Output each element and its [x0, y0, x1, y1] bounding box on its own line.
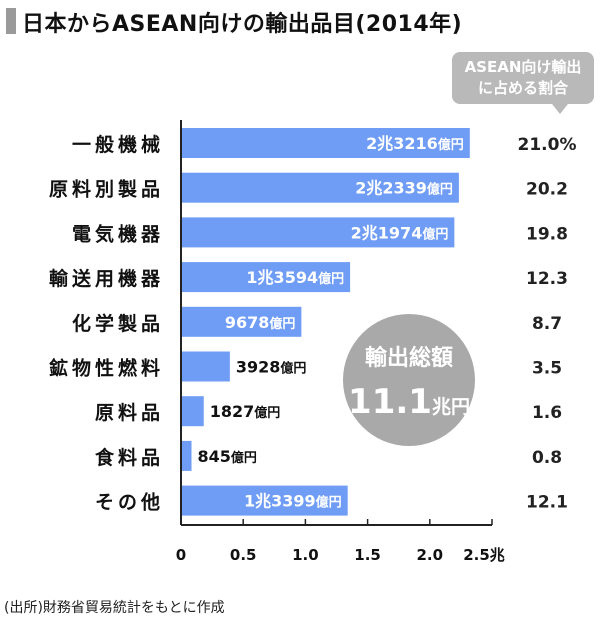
category-label-0: 一般機械	[72, 133, 164, 156]
share-value-3: 12.3	[526, 269, 568, 289]
value-number-3: 1兆3594	[246, 268, 318, 287]
category-label-1: 原料別製品	[49, 178, 164, 201]
bar-7	[181, 440, 192, 471]
category-label-5: 鉱物性燃料	[49, 357, 164, 380]
share-value-5: 3.5	[532, 359, 562, 379]
x-tick-label-2: 1.0	[292, 546, 319, 564]
bar-8	[181, 485, 348, 516]
bar-0	[181, 128, 470, 158]
value-number-6: 1827	[210, 402, 255, 421]
x-tick-label-5: 2.5兆	[463, 546, 505, 564]
value-label-4: 9678億円	[225, 313, 296, 332]
x-tick-label-1: 0.5	[230, 546, 257, 564]
share-value-8: 12.1	[526, 493, 568, 513]
value-number-7: 845	[198, 447, 231, 466]
value-unit-2: 億円	[422, 226, 448, 242]
value-number-0: 2兆3216	[366, 134, 438, 153]
share-value-2: 19.8	[526, 224, 568, 244]
value-label-0: 2兆3216億円	[366, 134, 464, 153]
value-label-6: 1827億円	[210, 402, 281, 421]
category-label-4: 化学製品	[72, 312, 164, 335]
x-tick-label-0: 0	[176, 546, 186, 564]
value-label-2: 2兆1974億円	[351, 223, 449, 242]
bar-6	[181, 396, 204, 427]
value-number-1: 2兆2339	[355, 179, 427, 198]
value-number-2: 2兆1974	[351, 223, 423, 242]
category-label-3: 輸送用機器	[49, 267, 164, 290]
category-label-2: 電気機器	[72, 222, 164, 245]
value-label-7: 845億円	[198, 447, 257, 466]
bar-4	[181, 306, 302, 337]
share-header-line2: に占める割合	[477, 79, 568, 97]
x-tick-label-3: 1.5	[354, 546, 381, 564]
value-unit-0: 億円	[438, 137, 464, 153]
total-badge-amount: 11.1兆円	[348, 382, 470, 422]
share-column-header: ASEAN向け輸出 に占める割合	[452, 52, 594, 104]
category-label-7: 食料品	[95, 446, 164, 469]
total-badge-label: 輸出総額	[365, 345, 453, 371]
share-header-pointer	[552, 104, 568, 114]
value-label-3: 1兆3594億円	[246, 268, 344, 287]
share-value-7: 0.8	[532, 448, 562, 468]
total-exports-badge: 輸出総額 11.1兆円	[343, 314, 475, 446]
bar-2	[181, 217, 455, 248]
value-number-4: 9678	[225, 313, 270, 332]
value-unit-5: 億円	[280, 361, 306, 377]
value-label-8: 1兆3399億円	[244, 492, 342, 511]
category-label-6: 原料品	[95, 401, 164, 424]
value-number-5: 3928	[236, 358, 281, 377]
value-number-8: 1兆3399	[244, 492, 316, 511]
bar-5	[181, 351, 230, 382]
source-note: (出所)財務省貿易統計をもとに作成	[4, 600, 225, 616]
share-value-1: 20.2	[526, 180, 568, 200]
value-unit-7: 億円	[231, 450, 257, 466]
value-unit-4: 億円	[269, 316, 295, 332]
value-unit-8: 億円	[316, 495, 342, 511]
value-unit-6: 億円	[254, 405, 280, 421]
total-badge-unit: 兆円	[432, 396, 470, 418]
share-value-6: 1.6	[532, 403, 562, 423]
category-label-8: その他	[95, 491, 164, 514]
title-accent-bar	[6, 8, 16, 34]
x-tick-label-4: 2.0	[417, 546, 444, 564]
total-badge-circle	[343, 314, 475, 446]
value-label-5: 3928億円	[236, 358, 307, 377]
bar-1	[181, 172, 459, 203]
value-label-1: 2兆2339億円	[355, 179, 453, 198]
share-value-4: 8.7	[532, 314, 562, 334]
bar-3	[181, 262, 351, 293]
page-title: 日本からASEAN向けの輸出品目(2014年)	[22, 12, 463, 37]
total-badge-value: 11.1	[348, 382, 432, 422]
value-unit-3: 億円	[318, 271, 344, 287]
share-header-line1: ASEAN向け輸出	[464, 58, 582, 76]
value-unit-1: 億円	[427, 182, 453, 198]
share-value-0: 21.0%	[518, 135, 577, 155]
